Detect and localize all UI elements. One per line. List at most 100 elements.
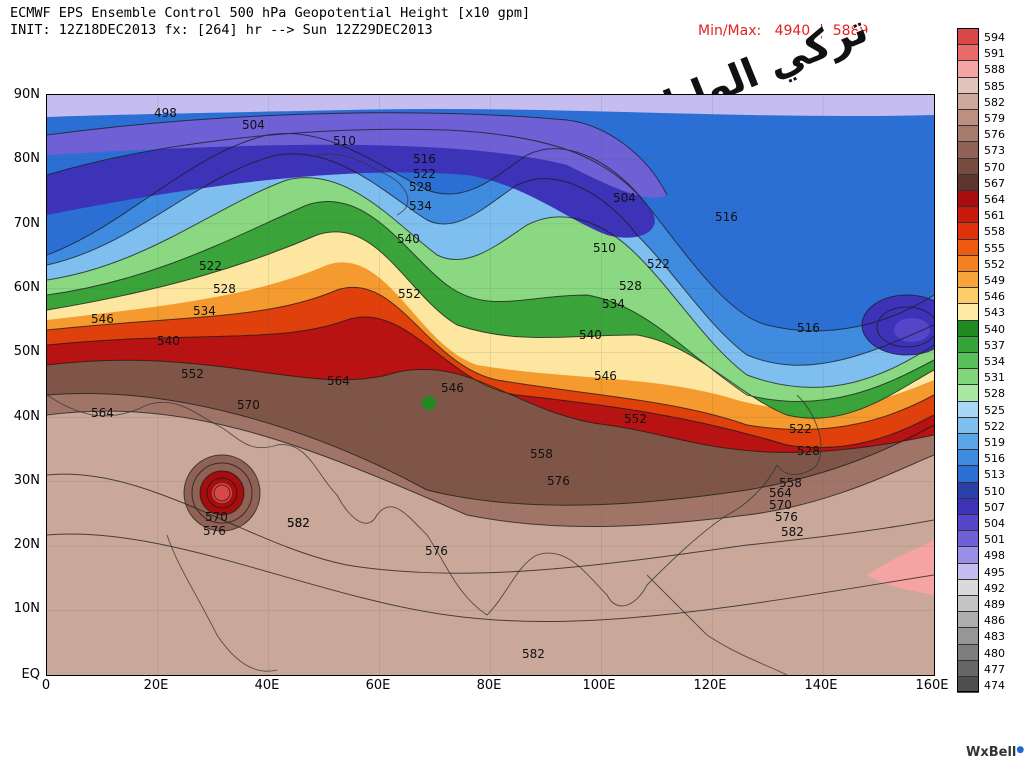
contour-label: 582 bbox=[287, 516, 310, 530]
contour-ring bbox=[206, 477, 238, 509]
legend-label: 480 bbox=[984, 646, 1005, 660]
contour-label: 528 bbox=[213, 282, 236, 296]
legend-swatch bbox=[957, 352, 979, 370]
legend-label: 501 bbox=[984, 533, 1005, 547]
contour-line bbox=[47, 133, 934, 332]
legend-swatch bbox=[957, 206, 979, 224]
contour-label: 540 bbox=[397, 232, 420, 246]
legend-swatch bbox=[957, 676, 979, 694]
contour-line bbox=[47, 359, 934, 453]
contour-label: 576 bbox=[547, 474, 570, 488]
contour-label: 546 bbox=[91, 312, 114, 326]
legend-swatch bbox=[957, 433, 979, 451]
legend-frame bbox=[957, 28, 979, 693]
legend-swatch bbox=[957, 173, 979, 191]
chart-title: ECMWF EPS Ensemble Control 500 hPa Geopo… bbox=[10, 5, 531, 21]
lon-label-160e: 160E bbox=[915, 678, 949, 693]
contour-line bbox=[47, 231, 934, 419]
legend-label: 483 bbox=[984, 630, 1005, 644]
contour-label: 576 bbox=[425, 544, 448, 558]
contour-label: 534 bbox=[193, 304, 216, 318]
lon-label-20e: 20E bbox=[143, 678, 169, 693]
lat-label-10n: 10N bbox=[13, 601, 40, 616]
contour-line bbox=[47, 112, 668, 196]
contour-ring bbox=[876, 306, 934, 348]
coastlines bbox=[47, 153, 822, 675]
contour-line bbox=[47, 128, 648, 206]
lon-label-120e: 120E bbox=[693, 678, 727, 693]
lat-label-70n: 70N bbox=[13, 216, 40, 231]
legend-label: 519 bbox=[984, 436, 1005, 449]
legend-swatch bbox=[957, 578, 979, 596]
lat-label-20n: 20N bbox=[13, 537, 40, 552]
legend-swatch bbox=[957, 44, 979, 62]
contour-label: 516 bbox=[413, 152, 436, 166]
legend-label: 528 bbox=[984, 387, 1005, 401]
legend-swatch bbox=[957, 530, 979, 548]
contour-ring bbox=[183, 454, 261, 532]
contour-label: 522 bbox=[647, 257, 670, 271]
legend-swatch bbox=[957, 76, 979, 94]
legend-swatch bbox=[957, 611, 979, 629]
legend-swatch bbox=[957, 190, 979, 208]
legend-swatch bbox=[957, 287, 979, 305]
contour-label: 582 bbox=[781, 525, 804, 539]
legend-label: 492 bbox=[984, 581, 1005, 595]
contour-line bbox=[47, 153, 934, 366]
contour-label: 576 bbox=[775, 510, 798, 524]
legend-label: 537 bbox=[984, 338, 1005, 352]
contour-labels: 498 504 510 516 522 528 534 540 504 510 … bbox=[91, 106, 820, 661]
legend-swatch bbox=[957, 141, 979, 159]
legend-swatch bbox=[957, 449, 979, 467]
pole-lavender-band bbox=[47, 95, 934, 117]
contour-label: 528 bbox=[619, 279, 642, 293]
contour-label: 504 bbox=[613, 191, 636, 205]
legend-swatch bbox=[957, 222, 979, 240]
legend-label: 495 bbox=[984, 565, 1005, 579]
contour-label: 522 bbox=[413, 167, 436, 181]
legend-label: 477 bbox=[984, 662, 1005, 676]
legend-label: 594 bbox=[984, 31, 1005, 44]
legend-label: 552 bbox=[984, 257, 1005, 271]
legend-swatch bbox=[957, 271, 979, 289]
contour-line bbox=[47, 316, 934, 449]
contour-label: 552 bbox=[624, 412, 647, 426]
contour-line bbox=[47, 410, 934, 528]
legend-label: 558 bbox=[984, 225, 1005, 239]
contour-line bbox=[47, 201, 934, 402]
pacific-high bbox=[867, 540, 934, 595]
legend-swatch bbox=[957, 157, 979, 175]
legend-swatch bbox=[957, 595, 979, 613]
contour-label: 546 bbox=[441, 381, 464, 395]
minmax-readout: Min/Max: 4940 | 5889 bbox=[698, 23, 869, 39]
contour-label: 546 bbox=[594, 369, 617, 383]
contour-label: 534 bbox=[409, 199, 432, 213]
lon-label-40e: 40E bbox=[254, 678, 280, 693]
legend-swatch bbox=[957, 368, 979, 386]
contour-label: 540 bbox=[157, 334, 180, 348]
lat-label-90n: 90N bbox=[13, 87, 40, 102]
legend-label: 579 bbox=[984, 112, 1005, 125]
coastline-path bbox=[776, 394, 822, 475]
legend-swatch bbox=[957, 562, 979, 580]
lat-label-eq: EQ bbox=[21, 667, 40, 682]
lon-label-80e: 80E bbox=[476, 678, 502, 693]
init-time-line: INIT: 12Z18DEC2013 fx: [264] hr --> Sun … bbox=[10, 22, 433, 38]
legend-label: 510 bbox=[984, 484, 1005, 498]
contour-label: 528 bbox=[797, 444, 820, 458]
contour-ring bbox=[861, 294, 934, 356]
legend-swatch bbox=[957, 546, 979, 564]
geopotential-map[interactable]: 498 504 510 516 522 528 534 540 504 510 … bbox=[46, 94, 935, 676]
legend-label: 585 bbox=[984, 79, 1005, 93]
legend-swatch bbox=[957, 416, 979, 434]
legend-label: 507 bbox=[984, 500, 1005, 514]
legend-label: 531 bbox=[984, 371, 1005, 385]
legend-label: 543 bbox=[984, 306, 1005, 320]
caspian-low bbox=[422, 396, 436, 410]
legend-label: 534 bbox=[984, 355, 1005, 368]
coastline-path bbox=[646, 574, 788, 675]
legend-swatch bbox=[957, 384, 979, 402]
lon-label-60e: 60E bbox=[365, 678, 391, 693]
contour-label: 582 bbox=[522, 647, 545, 661]
legend-label: 582 bbox=[984, 95, 1005, 109]
